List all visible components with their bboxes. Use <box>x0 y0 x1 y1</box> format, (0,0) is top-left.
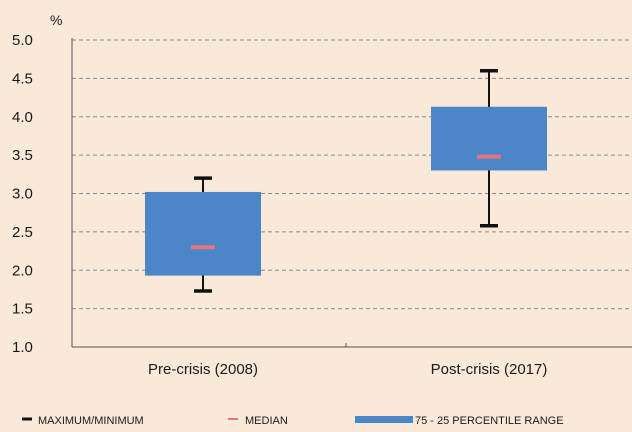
y-tick-label: 1.0 <box>12 339 33 356</box>
box-post-crisis <box>431 68 547 228</box>
y-tick-label: 2.0 <box>12 262 33 279</box>
boxes <box>145 68 547 293</box>
y-tick-label: 5.0 <box>12 32 33 49</box>
legend: MAXIMUM/MINIMUM MEDIAN 75 - 25 PERCENTILE … <box>22 415 564 427</box>
percentile-box <box>145 191 261 276</box>
y-tick-label: 4.0 <box>12 109 33 126</box>
y-tick-label: 4.5 <box>12 70 33 87</box>
y-tick-label: 3.5 <box>12 147 33 164</box>
y-tick-label: 3.0 <box>12 186 33 203</box>
x-category-label: Post-crisis (2017) <box>431 361 548 378</box>
legend-label-minmax: MAXIMUM/MINIMUM <box>38 415 144 427</box>
axes: 1.0 1.5 2.0 2.5 3.0 3.5 4.0 4.5 5.0% Pre-crisis (… <box>12 12 632 378</box>
y-unit-label: % <box>50 12 62 28</box>
y-tick-label: 2.5 <box>12 224 33 241</box>
percentile-box <box>431 106 547 171</box>
y-tick-label: 1.5 <box>12 301 33 318</box>
box-pre-crisis <box>145 176 261 293</box>
legend-swatch-range <box>355 416 413 423</box>
legend-label-range: 75 - 25 PERCENTILE RANGE <box>415 415 564 427</box>
x-category-label: Pre-crisis (2008) <box>148 361 258 378</box>
legend-label-median: MEDIAN <box>245 415 288 427</box>
